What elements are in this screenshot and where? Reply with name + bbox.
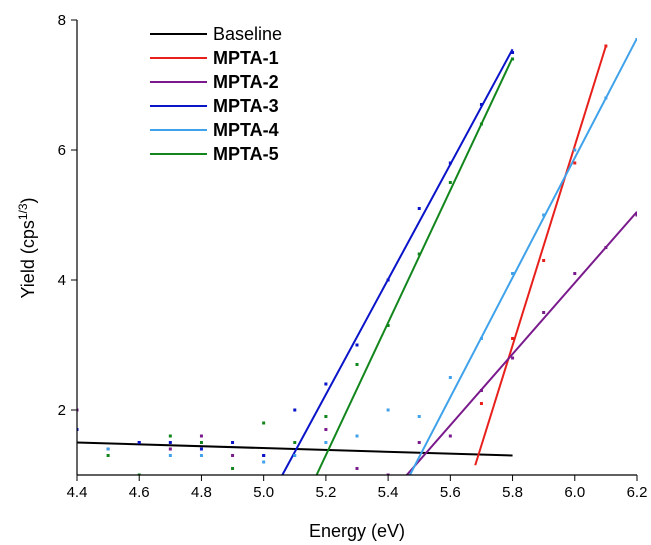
mpta-4-point [262, 460, 266, 464]
y-tick-label: 8 [58, 12, 66, 29]
mpta-3-point [479, 103, 483, 106]
mpta-1-point [604, 44, 608, 48]
legend: Baseline MPTA-1 MPTA-2 MPTA-3 MPTA-4 MPTA-5 [150, 24, 282, 164]
mpta-2-point [355, 467, 359, 470]
mpta-4-point [199, 454, 203, 457]
mpta-5-point [324, 415, 328, 418]
mpta-2-point [604, 246, 608, 249]
x-tick-label: 6.2 [627, 484, 648, 501]
y-ticks: 2 4 6 8 [58, 12, 77, 419]
x-ticks: 4.4 4.6 4.8 5.0 5.2 5.4 5.6 5.8 6.0 6.2 [67, 475, 648, 501]
y-tick-label: 2 [58, 402, 66, 419]
mpta-2-point [417, 441, 421, 444]
legend-label-mpta-5: MPTA-5 [213, 144, 279, 164]
mpta-1-fit-line [474, 45, 607, 466]
mpta-4-point [573, 148, 577, 152]
mpta-5-point [479, 122, 483, 126]
x-tick-label: 4.8 [191, 484, 212, 501]
y-axis-label: Yield (cps1/3) [16, 197, 38, 298]
mpta-3-point [231, 441, 235, 444]
mpta-5-point [199, 441, 203, 444]
mpta-4-point [448, 376, 452, 379]
fit-lines [77, 37, 637, 475]
mpta-4-fit-line [409, 37, 637, 475]
mpta-5-point [262, 421, 266, 425]
x-tick-label: 4.6 [129, 484, 150, 501]
y-tick-label: 4 [58, 272, 66, 289]
mpta-2-point [199, 434, 203, 438]
mpta-4-point [542, 213, 546, 217]
mpta-2-point [448, 434, 452, 438]
mpta-4-point [479, 337, 483, 340]
mpta-4-point [106, 447, 110, 451]
baseline-fit-line [77, 441, 513, 457]
mpta-4-point [324, 441, 328, 444]
mpta-2-point [511, 356, 515, 360]
mpta-5-point [106, 454, 110, 457]
mpta-3-point [324, 382, 328, 386]
mpta-5-fit-line [315, 57, 514, 475]
legend-label-mpta-4: MPTA-4 [213, 120, 279, 140]
mpta-3-point [137, 441, 141, 444]
mpta-4-point [604, 96, 608, 100]
x-tick-label: 4.4 [67, 484, 88, 501]
mpta-5-point [386, 324, 390, 327]
mpta-2-point [168, 447, 172, 451]
x-tick-label: 5.6 [440, 484, 461, 501]
x-tick-label: 6.0 [564, 484, 585, 501]
x-tick-label: 5.8 [502, 484, 523, 501]
y-tick-label: 6 [58, 142, 66, 159]
mpta-4-point [511, 272, 515, 275]
legend-label-baseline: Baseline [213, 24, 282, 44]
legend-label-mpta-1: MPTA-1 [213, 48, 279, 68]
mpta-4-point [168, 454, 172, 457]
mpta-2-point [324, 428, 328, 431]
mpta-1-point [573, 161, 577, 165]
mpta-5-point [293, 441, 297, 444]
mpta-2-fit-line [406, 211, 637, 475]
mpta-5-point [355, 363, 359, 366]
mpta-3-point [77, 428, 79, 431]
mpta-3-fit-line [281, 48, 514, 475]
mpta-5-point [168, 434, 172, 438]
mpta-4-point [417, 415, 421, 418]
mpta-3-point [448, 161, 452, 165]
mpta-5-point [511, 57, 515, 61]
mpta-2-point [635, 213, 637, 217]
mpta-2-point [542, 311, 546, 314]
mpta-5-point [137, 473, 141, 475]
data-points [77, 38, 637, 475]
mpta-3-point [262, 454, 266, 457]
mpta-5-point [417, 252, 421, 256]
mpta-3-point [355, 343, 359, 347]
mpta-4-point [635, 38, 637, 41]
mpta-2-point [573, 272, 577, 275]
mpta-2-point [386, 473, 390, 475]
mpta-2-point [231, 454, 235, 457]
x-axis-label: Energy (eV) [309, 521, 405, 541]
x-tick-label: 5.4 [378, 484, 399, 501]
x-tick-label: 5.0 [253, 484, 274, 501]
legend-label-mpta-2: MPTA-2 [213, 72, 279, 92]
mpta-3-point [386, 278, 390, 282]
mpta-3-point [511, 51, 515, 54]
mpta-1-point [542, 259, 546, 262]
mpta-3-point [293, 408, 297, 412]
mpta-3-point [168, 441, 172, 444]
mpta-1-point [511, 337, 515, 340]
mpta-4-point [386, 408, 390, 412]
mpta-3-point [199, 447, 203, 451]
x-tick-label: 5.2 [315, 484, 336, 501]
legend-label-mpta-3: MPTA-3 [213, 96, 279, 116]
mpta-2-point [77, 408, 79, 412]
mpta-5-point [231, 467, 235, 470]
mpta-2-point [479, 389, 483, 392]
mpta-3-point [417, 207, 421, 210]
mpta-5-point [448, 181, 452, 184]
mpta-1-point [479, 402, 483, 405]
mpta-4-point [293, 454, 297, 457]
mpta-4-point [355, 434, 359, 438]
